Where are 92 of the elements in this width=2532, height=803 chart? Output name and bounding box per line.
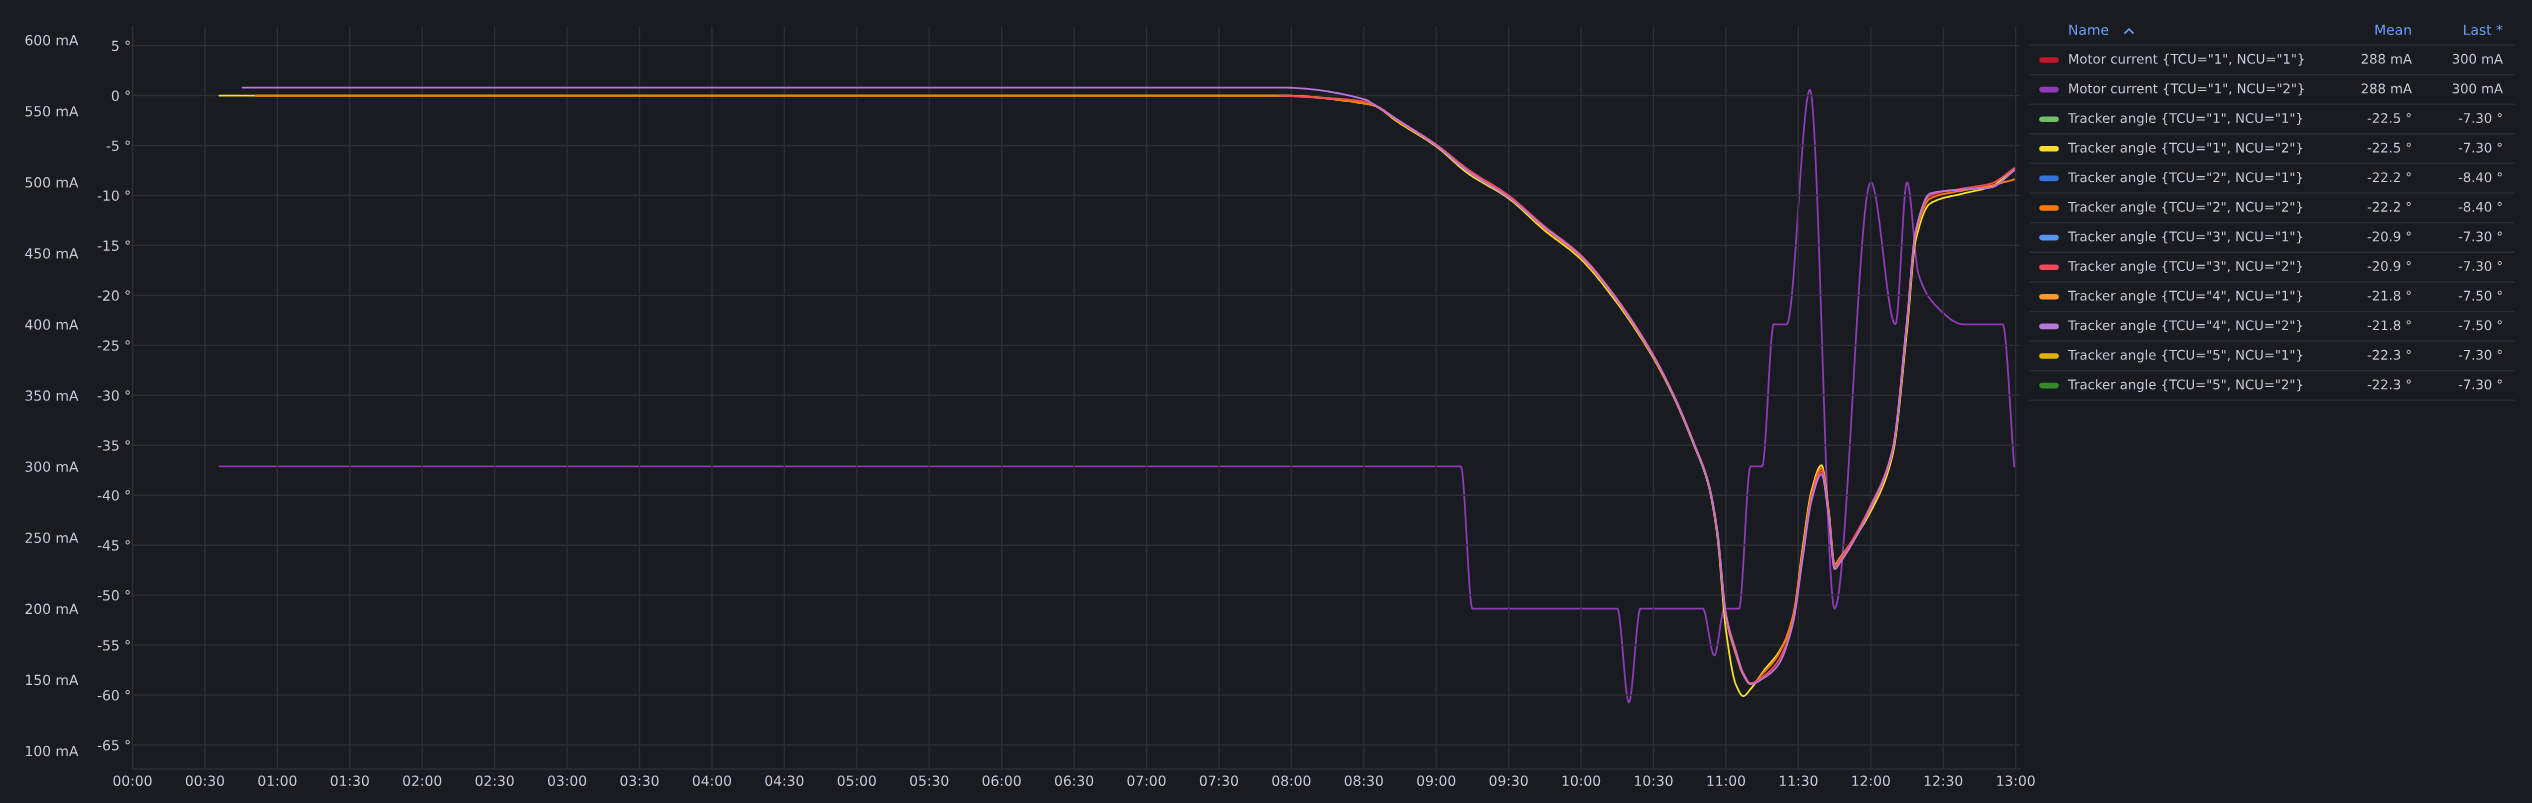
y2-tick-label: 300 mA: [25, 461, 79, 472]
x-tick-label: 07:00: [1127, 775, 1166, 786]
x-tick-label: 09:00: [1417, 775, 1456, 786]
y-tick-label: -55 °: [97, 640, 130, 651]
x-tick-label: 10:00: [1562, 775, 1601, 786]
y2-tick-label: 600 mA: [25, 34, 79, 46]
legend-label: Tracker angle {TCU="3", NCU="2"}: [2067, 260, 2303, 274]
text: Name: [2069, 24, 2109, 36]
y2-tick-label: 550 mA: [25, 106, 79, 117]
text: 288 mA: [2361, 53, 2412, 64]
text: -22.5 °: [2367, 142, 2411, 153]
y2-tick-label: 500 mA: [25, 177, 79, 188]
legend-label: Motor current {TCU="1", NCU="1"}: [2069, 53, 2304, 66]
text: 288 mA: [2361, 83, 2412, 94]
y-tick-label: -25 °: [97, 340, 130, 351]
legend-label: Tracker angle {TCU="5", NCU="1"}: [2067, 349, 2303, 363]
legend-label: Tracker angle {TCU="5", NCU="2"}: [2067, 379, 2303, 392]
x-tick-label: 13:00: [1997, 775, 2035, 786]
text: -7.30 °: [2458, 113, 2502, 124]
y-tick-label: -15 °: [97, 240, 130, 251]
text: -22.5 °: [2367, 113, 2411, 124]
x-tick-label: 00:30: [185, 775, 225, 786]
x-tick-label: 01:00: [258, 775, 297, 786]
text: -22.3 °: [2367, 379, 2411, 390]
x-tick-label: 10:30: [1635, 775, 1673, 786]
y-tick-label: -50 °: [97, 590, 130, 601]
legend-label: Tracker angle {TCU="2", NCU="1"}: [2067, 172, 2303, 185]
x-tick-label: 02:00: [403, 775, 442, 786]
y2-tick-label: 350 mA: [25, 390, 79, 401]
y2-tick-label: 100 mA: [26, 745, 79, 757]
x-tick-label: 12:30: [1924, 775, 1963, 786]
legend-label: Tracker angle {TCU="3", NCU="1"}: [2067, 231, 2303, 244]
text: -20.9 °: [2367, 231, 2411, 242]
y-tick-label: 0 °: [111, 90, 130, 102]
x-tick-label: 05:30: [910, 775, 949, 786]
legend-label: Tracker angle {TCU="4", NCU="1"}: [2067, 290, 2303, 304]
y2-tick-label: 150 mA: [26, 674, 79, 686]
y-tick-label: -45 °: [97, 540, 130, 551]
y-tick-label: -20 °: [97, 290, 130, 301]
x-tick-label: 03:00: [547, 775, 587, 786]
x-tick-label: 11:00: [1707, 775, 1746, 786]
x-tick-label: 09:30: [1489, 775, 1528, 786]
x-tick-label: 05:00: [837, 775, 876, 786]
x-tick-label: 04:00: [692, 775, 732, 786]
legend-label: Tracker angle {TCU="1", NCU="2"}: [2067, 142, 2303, 156]
y2-tick-label: 400 mA: [25, 319, 79, 330]
y-tick-label: -35 °: [97, 440, 130, 451]
x-tick-label: 06:00: [982, 775, 1021, 786]
x-tick-label: 03:30: [620, 775, 659, 786]
text: -22.2 °: [2367, 172, 2411, 183]
y2-tick-label: 450 mA: [25, 248, 79, 259]
x-tick-label: 12:00: [1852, 775, 1890, 786]
text: -7.30 °: [2458, 231, 2502, 242]
text: -7.50 °: [2458, 320, 2502, 331]
x-tick-label: 01:30: [330, 775, 369, 786]
legend-label: Tracker angle {TCU="2", NCU="2"}: [2067, 201, 2303, 215]
y2-tick-label: 200 mA: [25, 603, 79, 615]
x-tick-label: 06:30: [1054, 775, 1094, 786]
text: -22.3 °: [2367, 349, 2411, 360]
legend-label: Tracker angle {TCU="4", NCU="2"}: [2067, 320, 2303, 333]
x-tick-label: 08:00: [1272, 775, 1311, 786]
text: -7.30 °: [2458, 261, 2502, 272]
text: -22.2 °: [2367, 201, 2411, 212]
text: Last *: [2464, 24, 2503, 36]
legend-label: Tracker angle {TCU="1", NCU="1"}: [2067, 112, 2303, 126]
y-tick-label: -40 °: [97, 490, 130, 501]
text: -21.8 °: [2367, 290, 2411, 301]
y-tick-label: -60 °: [97, 690, 130, 701]
x-tick-label: 04:30: [765, 775, 804, 786]
y-tick-label: -30 °: [97, 390, 130, 401]
text: -8.40 °: [2458, 201, 2502, 212]
y-tick-label: -5 °: [106, 140, 130, 151]
text: -7.50 °: [2458, 290, 2502, 301]
text: -7.30 °: [2458, 349, 2502, 360]
text: Mean: [2375, 24, 2411, 36]
y-tick-label: -10 °: [97, 190, 130, 201]
text: 300 mA: [2452, 83, 2503, 94]
y-tick-label: -65 °: [97, 739, 130, 751]
text: -8.40 °: [2458, 172, 2502, 183]
legend-label: Motor current {TCU="1", NCU="2"}: [2069, 83, 2304, 96]
x-tick-label: 08:30: [1344, 775, 1383, 786]
text: -7.30 °: [2458, 379, 2502, 390]
x-tick-label: 00:00: [113, 775, 152, 786]
text: -20.9 °: [2367, 261, 2411, 272]
x-tick-label: 11:30: [1779, 775, 1818, 786]
text: 300 mA: [2452, 53, 2503, 64]
y2-tick-label: 250 mA: [25, 532, 79, 544]
y-tick-label: 5 °: [111, 40, 130, 52]
x-tick-label: 02:30: [475, 775, 514, 786]
text: -21.8 °: [2367, 320, 2411, 331]
text: -7.30 °: [2458, 142, 2502, 153]
x-tick-label: 07:30: [1199, 775, 1239, 786]
